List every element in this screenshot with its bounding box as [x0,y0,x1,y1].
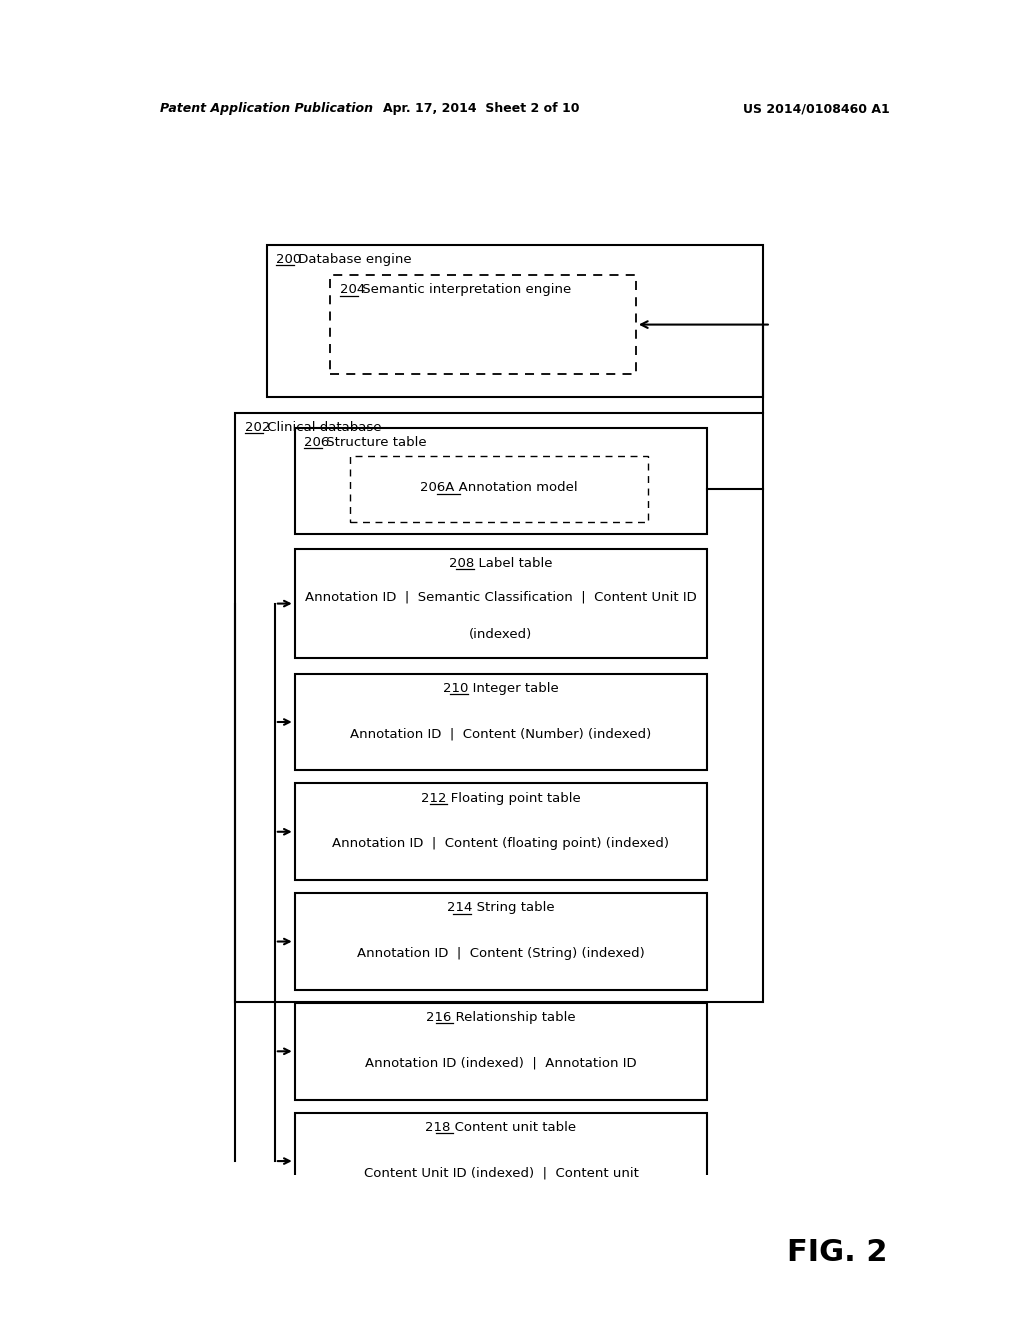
Text: Annotation ID  |  Content (Number) (indexed): Annotation ID | Content (Number) (indexe… [350,727,651,741]
Text: 218 Content unit table: 218 Content unit table [425,1121,577,1134]
Text: 214 String table: 214 String table [447,902,555,915]
Text: 200: 200 [276,253,302,265]
FancyBboxPatch shape [295,1003,708,1100]
Text: Annotation ID  |  Content (String) (indexed): Annotation ID | Content (String) (indexe… [357,946,645,960]
Text: Apr. 17, 2014  Sheet 2 of 10: Apr. 17, 2014 Sheet 2 of 10 [383,103,580,115]
FancyBboxPatch shape [295,784,708,880]
Text: Annotation ID  |  Content (floating point) (indexed): Annotation ID | Content (floating point)… [333,837,670,850]
FancyBboxPatch shape [295,549,708,659]
Text: Content Unit ID (indexed)  |  Content unit: Content Unit ID (indexed) | Content unit [364,1166,638,1179]
Text: US 2014/0108460 A1: US 2014/0108460 A1 [743,103,890,115]
Text: Patent Application Publication: Patent Application Publication [160,103,373,115]
Text: Clinical database: Clinical database [262,421,381,434]
Text: (indexed): (indexed) [469,628,532,640]
Text: Annotation ID  |  Semantic Classification  |  Content Unit ID: Annotation ID | Semantic Classification … [305,590,697,603]
Text: 204: 204 [340,284,366,297]
Text: 202: 202 [245,421,270,434]
Text: 212 Floating point table: 212 Floating point table [421,792,581,805]
FancyBboxPatch shape [331,276,636,374]
Text: Annotation ID (indexed)  |  Annotation ID: Annotation ID (indexed) | Annotation ID [366,1056,637,1069]
Text: Semantic interpretation engine: Semantic interpretation engine [357,284,571,297]
Text: Database engine: Database engine [294,253,412,265]
Text: 210 Integer table: 210 Integer table [443,682,559,694]
FancyBboxPatch shape [295,428,708,535]
FancyBboxPatch shape [295,673,708,771]
Text: Structure table: Structure table [322,436,427,449]
Text: 206A Annotation model: 206A Annotation model [420,482,578,494]
FancyBboxPatch shape [350,457,648,523]
Text: 206: 206 [304,436,330,449]
FancyBboxPatch shape [236,412,763,1002]
Text: FIG. 2: FIG. 2 [786,1238,887,1267]
FancyBboxPatch shape [267,244,763,397]
FancyBboxPatch shape [295,1113,708,1209]
Text: 216 Relationship table: 216 Relationship table [426,1011,575,1024]
FancyBboxPatch shape [295,894,708,990]
Text: 208 Label table: 208 Label table [450,557,553,570]
